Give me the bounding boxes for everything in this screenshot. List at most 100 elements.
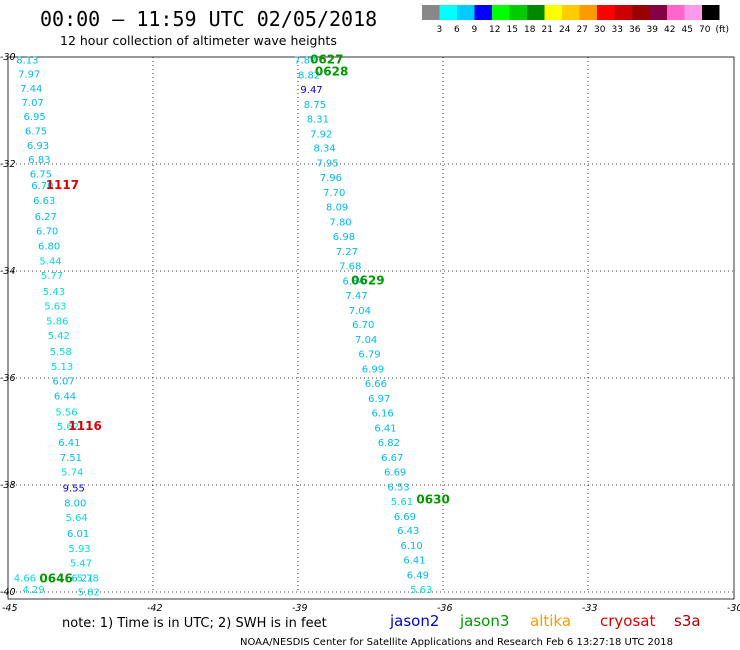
- colorbar-swatch: [422, 5, 440, 20]
- y-tick-label: -30: [0, 52, 16, 63]
- swh-point: 7.95: [316, 159, 338, 170]
- colorbar-swatch: [527, 5, 545, 20]
- pass-time-label: 0627: [310, 52, 343, 66]
- swh-point: 5.61: [391, 497, 413, 508]
- plot-area: -45 -42 -39 -36 -33 -30 -30 -32 -34 -36 -38 -40 8.1…: [0, 52, 740, 614]
- gridlines: [8, 57, 733, 593]
- swh-point: 6.63: [33, 196, 55, 207]
- swh-point: 7.04: [349, 306, 371, 317]
- satellite-legend-cryosat: cryosat: [600, 612, 655, 630]
- pass-time-label: 0646: [39, 571, 72, 585]
- chart-subtitle: 12 hour collection of altimeter wave hei…: [60, 33, 337, 48]
- swh-point: 6.69: [394, 512, 416, 523]
- swh-point: 7.04: [355, 335, 377, 346]
- colorbar-swatch: [684, 5, 702, 20]
- swh-point: 5.74: [61, 467, 83, 478]
- y-tick-label: -38: [0, 480, 16, 491]
- swh-point: 6.80: [38, 242, 60, 253]
- swh-point: 6.41: [403, 556, 425, 567]
- swh-point: 5.64: [66, 513, 88, 524]
- swh-point: 6.53: [387, 482, 409, 493]
- swh-point: 6.79: [358, 350, 380, 361]
- swh-point: 6.41: [58, 438, 80, 449]
- swh-point: 5.63: [44, 302, 66, 313]
- swh-point: 9.47: [300, 85, 322, 96]
- swh-point: 7.87: [294, 55, 316, 66]
- swh-point: 5.82: [78, 588, 100, 599]
- swh-point: 6.49: [407, 571, 429, 582]
- swh-point: 6.97: [368, 394, 390, 405]
- swh-point: 6.75: [30, 169, 52, 180]
- swh-point: 4.29: [23, 585, 45, 596]
- swh-point: 5.13: [51, 362, 73, 373]
- swh-point: 5.58: [50, 347, 72, 358]
- swh-point: 5.42: [48, 331, 70, 342]
- swh-point: 7.97: [18, 69, 40, 80]
- colorbar-swatch: [509, 5, 527, 20]
- swh-point: 7.80: [329, 218, 351, 229]
- colorbar-swatch: [439, 5, 457, 20]
- pass-time-label: 1117: [46, 178, 79, 192]
- colorbar-swatch: [562, 5, 580, 20]
- colorbar-swatch: [474, 5, 492, 20]
- credit-line: NOAA/NESDIS Center for Satellite Applica…: [240, 637, 673, 648]
- swh-point: 7.96: [320, 173, 342, 184]
- swh-point: 6.70: [36, 227, 58, 238]
- colorbar-label: 27: [577, 25, 588, 35]
- swh-point: 6.75: [25, 127, 47, 138]
- swh-point: 7.92: [310, 129, 332, 140]
- y-tick-label: -36: [0, 373, 16, 384]
- x-tick-label: -45: [2, 603, 18, 614]
- swh-point: 8.31: [307, 114, 329, 125]
- colorbar-label: 6: [454, 25, 460, 35]
- swh-point: 6.82: [378, 438, 400, 449]
- colorbar-label: 45: [682, 25, 693, 35]
- swh-point: 7.27: [336, 247, 358, 258]
- pass-time-label: 0629: [351, 273, 384, 287]
- swh-point: 5.56: [55, 407, 77, 418]
- y-tick-label: -34: [0, 266, 16, 277]
- swh-point: 5.62: [57, 422, 79, 433]
- pass-time-label: 1116: [68, 419, 101, 433]
- axis-ticks: -45 -42 -39 -36 -33 -30 -30 -32 -34 -36 -38 -40: [0, 52, 740, 614]
- swh-point: 7.70: [323, 188, 345, 199]
- satellite-legend-altika: altika: [530, 612, 571, 630]
- swh-point: 6.21: [71, 573, 93, 584]
- colorbar-label: 36: [629, 25, 641, 35]
- swh-point: 5.43: [43, 287, 65, 298]
- pass-time-label: 0630: [416, 493, 449, 507]
- colorbar-label: 70: [699, 25, 711, 35]
- swh-point: 6.07: [52, 376, 74, 387]
- colorbar-label: 42: [664, 25, 675, 35]
- swh-point: 7.44: [20, 84, 42, 95]
- swh-point: 6.83: [28, 155, 50, 166]
- swh-point: 8.00: [64, 498, 86, 509]
- colorbar-label: 15: [507, 25, 518, 35]
- colorbar-swatch: [597, 5, 615, 20]
- pass-time-label: 0628: [315, 65, 348, 79]
- colorbar-label: 12: [489, 25, 500, 35]
- colorbar-swatch: [649, 5, 667, 20]
- swh-point: 6.93: [27, 141, 49, 152]
- colorbar-swatch: [667, 5, 685, 20]
- swh-point: 6.41: [374, 424, 396, 435]
- colorbar-label: 18: [524, 25, 536, 35]
- satellite-legend: jason2 jason3 altika cryosat s3a: [389, 612, 701, 630]
- colorbar-swatch: [492, 5, 510, 20]
- colorbar-swatch: [614, 5, 632, 20]
- colorbar-label: 9: [472, 25, 478, 35]
- swh-point: 6.70: [352, 320, 374, 331]
- colorbar-swatch: [544, 5, 562, 20]
- satellite-legend-jason2: jason2: [389, 612, 439, 630]
- satellite-legend-jason3: jason3: [459, 612, 509, 630]
- swh-point: 6.10: [400, 541, 422, 552]
- colorbar-swatch: [579, 5, 597, 20]
- satellite-legend-s3a: s3a: [674, 612, 701, 630]
- swh-point: 6.01: [67, 529, 89, 540]
- swh-point: 6.27: [35, 212, 57, 223]
- chart-title: 00:00 – 11:59 UTC 02/05/2018: [40, 7, 377, 31]
- swh-point: 6.99: [362, 365, 384, 376]
- x-tick-label: -30: [727, 603, 740, 614]
